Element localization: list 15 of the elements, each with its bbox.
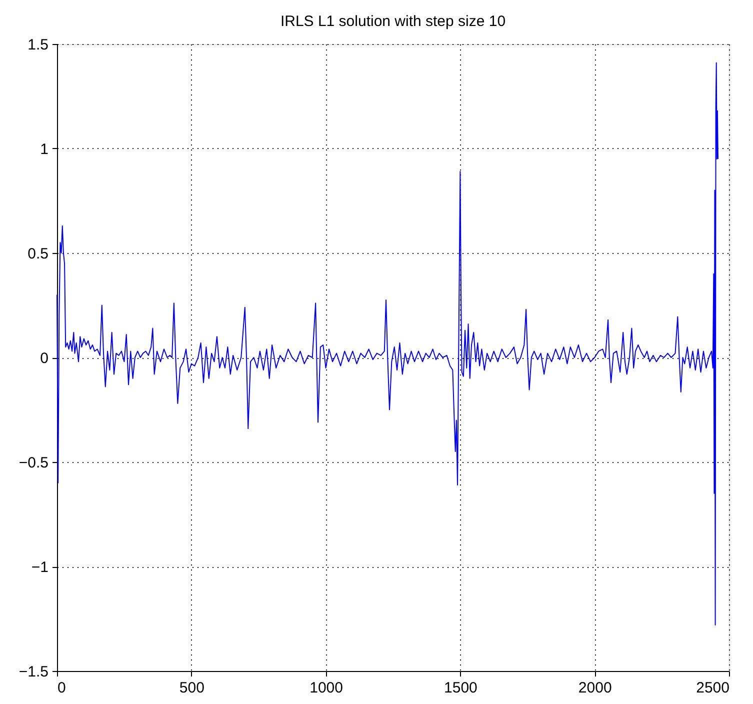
y-tick-label: −0.5 xyxy=(18,454,48,472)
chart-title: IRLS L1 solution with step size 10 xyxy=(280,13,506,30)
y-tick-label: −1 xyxy=(31,559,48,576)
y-tick-label: 1 xyxy=(40,141,48,158)
y-tick-label: 1.5 xyxy=(28,36,48,54)
x-tick-label: 2000 xyxy=(578,680,612,696)
y-tick-label: 0.5 xyxy=(28,246,48,262)
x-tick-label: 1000 xyxy=(310,680,343,696)
y-tick-label: 0 xyxy=(40,350,48,367)
x-tick-label: 0 xyxy=(58,680,66,696)
y-tick-label: −1.5 xyxy=(18,664,48,680)
x-tick-label: 500 xyxy=(179,680,204,696)
line-series xyxy=(56,62,718,626)
x-tick-label: 1500 xyxy=(444,680,478,696)
x-tick-label: 2500 xyxy=(696,680,730,696)
